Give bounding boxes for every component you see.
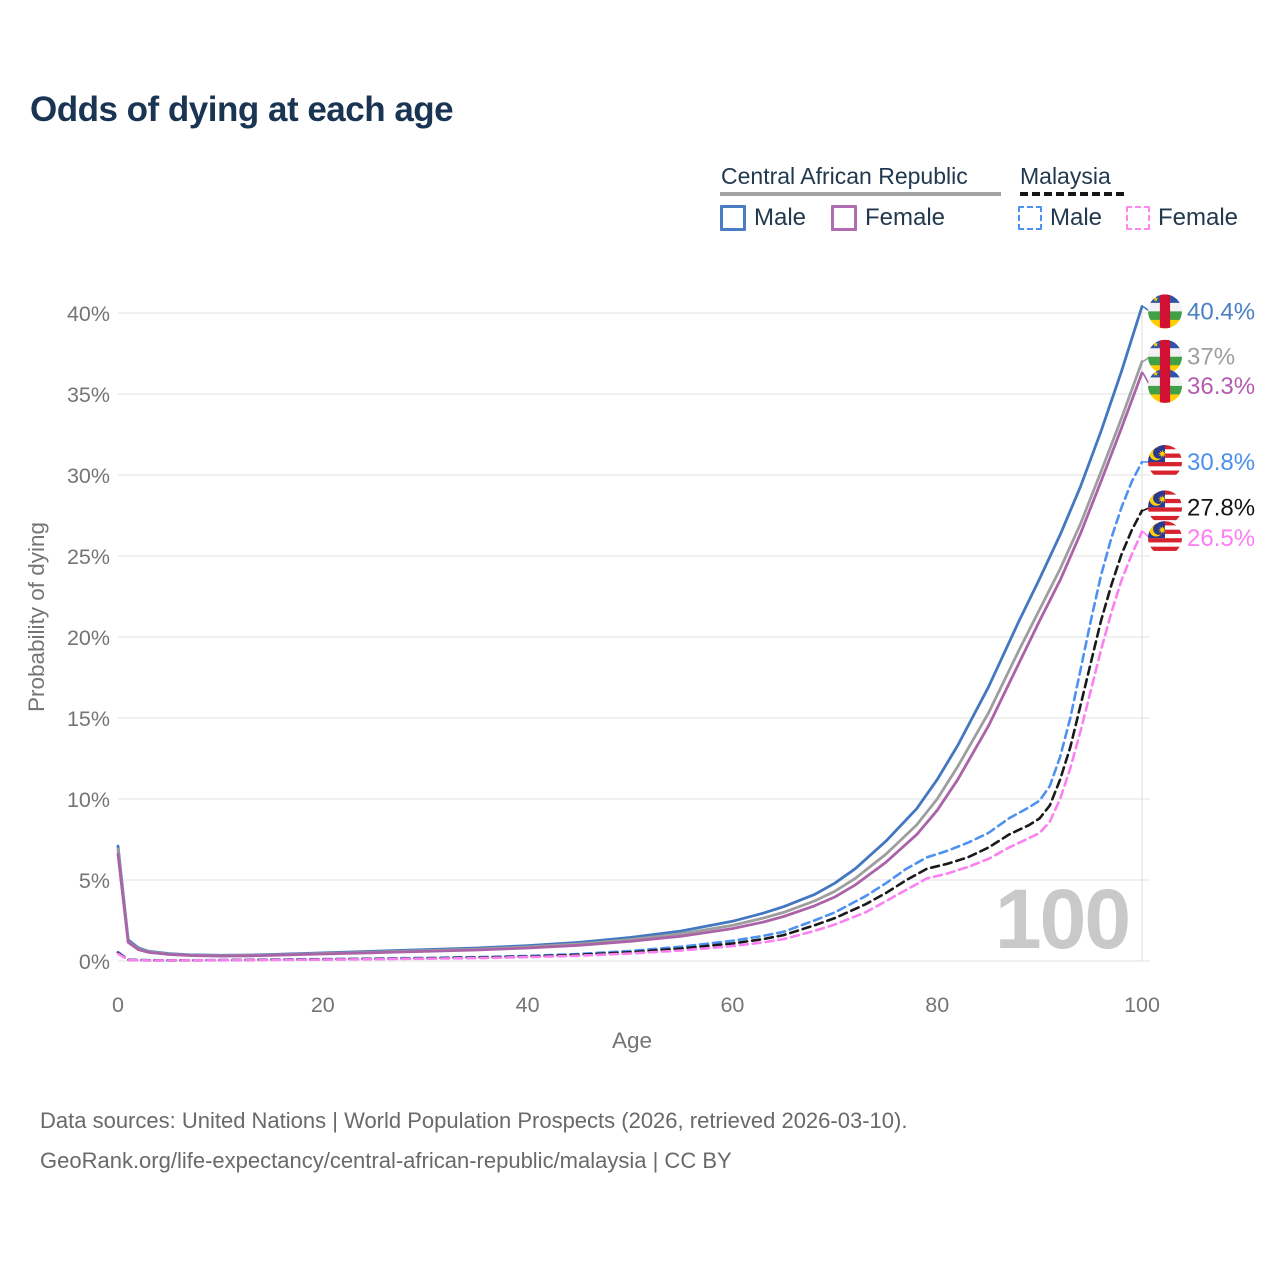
legend-item-label: Female (865, 204, 946, 231)
malaysia-flag-icon (1148, 490, 1182, 525)
legend-item-car-male[interactable]: Male (720, 204, 806, 232)
malaysia-flag-icon (1148, 445, 1182, 480)
y-tick-label: 5% (79, 869, 110, 893)
x-tick-label: 40 (516, 993, 540, 1017)
car-flag-icon (1148, 294, 1182, 329)
malaysia-flag-icon (1148, 521, 1182, 556)
legend-group-title-malaysia: Malaysia (1020, 163, 1111, 189)
malaysia-female-swatch-icon[interactable] (1126, 206, 1150, 230)
series-end-label: 37% (1187, 344, 1235, 371)
legend-linestyle-dashed (1020, 192, 1124, 196)
legend-item-label: Female (1158, 204, 1239, 231)
y-tick-label: 25% (67, 545, 110, 569)
y-axis-title: Probability of dying (24, 522, 49, 712)
x-tick-label: 60 (720, 993, 744, 1017)
attribution-link[interactable]: GeoRank.org/life-expectancy/central-afri… (40, 1148, 732, 1173)
y-tick-label: 40% (67, 302, 110, 326)
age-watermark: 100 (995, 872, 1129, 966)
series-line (116, 530, 1144, 962)
legend-item-malaysia-female[interactable]: Female (1126, 204, 1238, 232)
y-tick-label: 20% (67, 626, 110, 650)
series-end-label: 36.3% (1187, 373, 1255, 400)
legend-item-car-female[interactable]: Female (831, 204, 945, 232)
car-male-swatch-icon[interactable] (720, 205, 746, 231)
series-end-label: 40.4% (1187, 298, 1255, 325)
data-source-note: Data sources: United Nations | World Pop… (40, 1108, 908, 1133)
series-end-label: 30.8% (1187, 449, 1255, 476)
y-tick-label: 35% (67, 383, 110, 407)
legend-group-title-car: Central African Republic (721, 163, 968, 189)
x-tick-label: 20 (311, 993, 335, 1017)
legend-item-malaysia-male[interactable]: Male (1018, 204, 1102, 232)
x-axis-title: Age (612, 1028, 652, 1053)
x-tick-label: 80 (925, 993, 949, 1017)
car-flag-icon (1148, 368, 1182, 403)
legend-linestyle-solid (720, 192, 1001, 196)
x-tick-label: 100 (1124, 993, 1160, 1017)
legend-item-label: Male (1050, 204, 1103, 231)
car-female-swatch-icon[interactable] (831, 205, 857, 231)
y-tick-label: 15% (67, 707, 110, 731)
y-tick-label: 30% (67, 464, 110, 488)
series-line (116, 371, 1144, 958)
x-tick-label: 0 (112, 993, 124, 1017)
legend-item-label: Male (754, 204, 807, 231)
y-tick-label: 0% (79, 950, 110, 974)
series-line (116, 509, 1144, 962)
series-line (116, 360, 1144, 958)
malaysia-male-swatch-icon[interactable] (1018, 206, 1042, 230)
series-end-label: 27.8% (1187, 494, 1255, 521)
y-tick-label: 10% (67, 788, 110, 812)
page-title: Odds of dying at each age (30, 90, 454, 129)
series-end-label: 26.5% (1187, 525, 1255, 552)
